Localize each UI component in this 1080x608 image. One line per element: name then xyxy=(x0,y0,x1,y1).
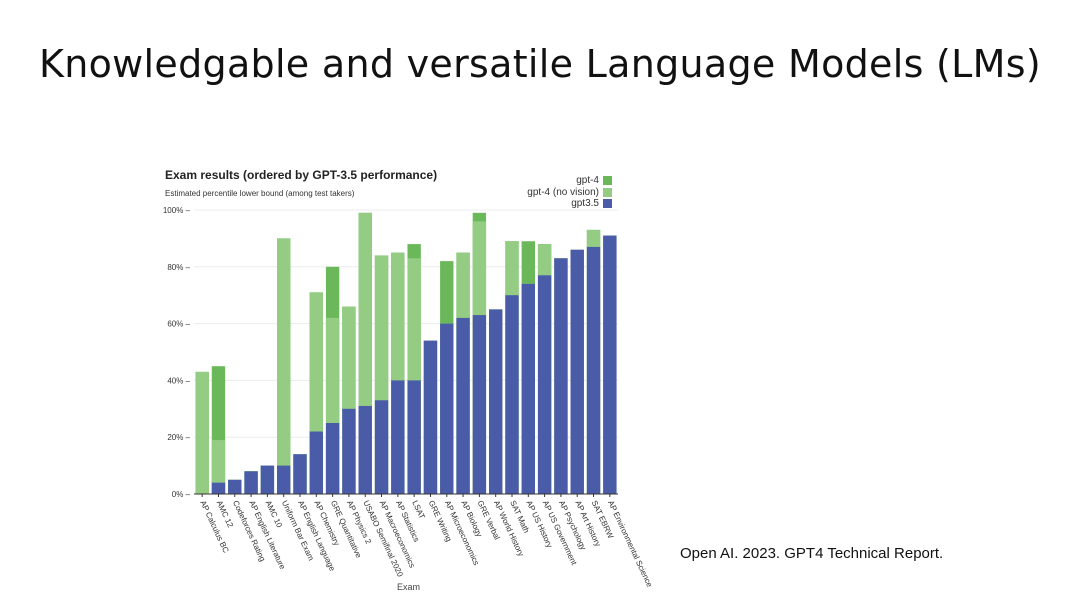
x-axis-label: Exam xyxy=(397,582,421,592)
bar-gpt3-5 xyxy=(309,431,323,494)
bar-gpt3-5 xyxy=(260,465,275,494)
chart-subtitle: Estimated percentile lower bound (among … xyxy=(165,189,355,198)
bar-gpt3-5 xyxy=(228,479,242,494)
bar-gpt3-5 xyxy=(407,380,421,494)
bar-gpt3-5 xyxy=(374,400,389,494)
bar-gpt3-5 xyxy=(211,482,226,494)
bar-gpt3-5 xyxy=(554,258,568,494)
y-tick-label: 100% – xyxy=(163,206,191,215)
y-tick-label: 60% – xyxy=(167,320,190,329)
legend-label: gpt-4 (no vision) xyxy=(527,186,599,198)
bar-gpt3-5 xyxy=(358,405,372,494)
x-tick-label: LSAT xyxy=(410,499,426,521)
y-tick-label: 80% – xyxy=(167,263,190,272)
bar-gpt3-5 xyxy=(342,408,356,494)
legend-label: gpt3.5 xyxy=(571,198,599,209)
bar-gpt3-5 xyxy=(570,249,584,494)
bar-gpt3-5 xyxy=(521,283,535,494)
chart-legend: gpt-4 gpt-4 (no vision) gpt3.5 xyxy=(527,175,612,210)
bar-gpt3-5 xyxy=(586,246,601,494)
bar-gpt3-5 xyxy=(325,423,340,494)
y-tick-label: 20% – xyxy=(167,433,190,442)
legend-swatch xyxy=(603,199,612,209)
bar-gpt-4-no-vision- xyxy=(211,440,226,494)
legend-swatch xyxy=(603,176,612,186)
bar-gpt3-5 xyxy=(293,454,307,494)
bar-gpt3-5 xyxy=(472,315,487,494)
bar-gpt3-5 xyxy=(277,465,291,494)
legend-item-gpt35: gpt3.5 xyxy=(527,198,612,210)
legend-label: gpt-4 xyxy=(576,175,599,186)
bar-gpt3-5 xyxy=(440,323,454,494)
legend-item-gpt4-no-vision: gpt-4 (no vision) xyxy=(527,187,612,199)
bar-gpt3-5 xyxy=(456,317,470,494)
bar-gpt3-5 xyxy=(244,471,258,494)
chart-title: Exam results (ordered by GPT-3.5 perform… xyxy=(165,168,438,182)
bar-gpt3-5 xyxy=(391,380,405,494)
bar-gpt3-5 xyxy=(603,235,617,494)
y-tick-label: 0% – xyxy=(172,490,191,499)
bar-gpt-4-no-vision- xyxy=(277,238,291,494)
legend-item-gpt4: gpt-4 xyxy=(527,175,612,187)
slide-title: Knowledgable and versatile Language Mode… xyxy=(39,42,1041,86)
y-tick-label: 40% – xyxy=(167,376,190,385)
bar-gpt3-5 xyxy=(537,275,552,494)
citation: Open AI. 2023. GPT4 Technical Report. xyxy=(680,545,944,562)
bar-gpt3-5 xyxy=(423,340,438,494)
bar-gpt-4-no-vision- xyxy=(195,371,209,494)
bar-gpt3-5 xyxy=(489,309,503,494)
x-tick-label: AP Environmental Science xyxy=(606,499,654,589)
bar-gpt3-5 xyxy=(505,295,519,494)
legend-swatch xyxy=(603,187,612,197)
